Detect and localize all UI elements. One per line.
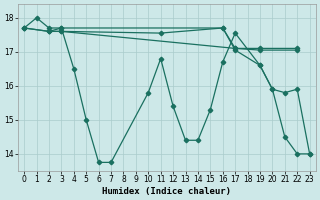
X-axis label: Humidex (Indice chaleur): Humidex (Indice chaleur): [102, 187, 231, 196]
